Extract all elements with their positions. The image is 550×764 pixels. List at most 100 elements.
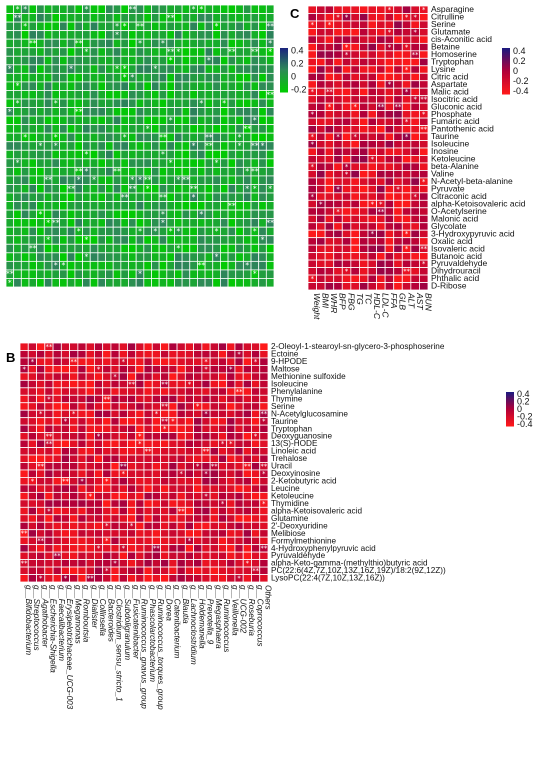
heatmap-b-cell: [52, 454, 62, 463]
heatmap-a-cell: [105, 218, 114, 228]
heatmap-b-cell: [27, 432, 37, 441]
heatmap-c-cell: [316, 177, 326, 186]
heatmap-a-cell: [5, 30, 15, 40]
heatmap-a-significance-mark: **: [44, 176, 52, 185]
heatmap-c-significance-mark: *: [371, 155, 375, 163]
heatmap-c-cell: [393, 28, 403, 37]
heatmap-b-cell: [226, 514, 236, 523]
heatmap-c-cell: [401, 5, 412, 14]
heatmap-a-cell: [89, 226, 99, 237]
heatmap-a-cell: [166, 30, 175, 40]
heatmap-c-cell: [393, 207, 403, 216]
heatmap-a-cell: [151, 192, 160, 202]
heatmap-a-cell: [43, 260, 53, 271]
heatmap-c-cell: [419, 162, 429, 171]
heatmap-a-cell: [166, 260, 175, 271]
heatmap-a-cell: [59, 4, 68, 14]
heatmap-a-significance-mark: **: [121, 193, 129, 202]
heatmap-a-cell: [166, 64, 175, 74]
heatmap-b-cell: [102, 350, 112, 359]
heatmap-a-cell: [59, 166, 68, 177]
heatmap-a-cell: [189, 226, 198, 237]
heatmap-c-legend-swatch: [502, 90, 510, 93]
heatmap-a-cell: [219, 235, 229, 245]
heatmap-a-cell: [36, 4, 45, 14]
heatmap-c-cell: [316, 110, 326, 119]
heatmap-b-legend-swatch: [506, 420, 514, 422]
heatmap-b-cell: [52, 379, 62, 389]
heatmap-a-cell: [265, 209, 275, 220]
heatmap-a-cell: [151, 30, 160, 40]
heatmap-c-legend-swatch: [502, 59, 510, 62]
heatmap-a-cell: [219, 13, 229, 23]
heatmap-b-cell: [36, 439, 46, 448]
heatmap-c-cell: [359, 259, 369, 268]
heatmap-a-cell: [59, 30, 68, 40]
heatmap-b-cell: [226, 506, 236, 516]
heatmap-b-cell: [85, 521, 95, 531]
heatmap-c-legend-swatch: [502, 62, 510, 65]
heatmap-a-cell: [43, 226, 53, 237]
heatmap-b-cell: [27, 574, 37, 583]
heatmap-b-cell: [102, 462, 112, 471]
heatmap-a-cell: [28, 184, 38, 194]
heatmap-b-cell: [143, 350, 153, 359]
heatmap-b-cell: [251, 350, 261, 359]
heatmap-b-column-label: g__Holdemanella: [197, 585, 206, 649]
heatmap-a-cell: [97, 90, 106, 100]
heatmap-b-cell: [85, 417, 95, 426]
heatmap-b-cell: [201, 417, 211, 426]
heatmap-a-cell: [181, 149, 191, 160]
heatmap-b-cell: [234, 394, 244, 404]
heatmap-b-cell: [69, 365, 79, 374]
heatmap-a-cell: [105, 81, 114, 91]
heatmap-b-cell: [52, 357, 62, 366]
heatmap-b-cell: [168, 350, 178, 359]
heatmap-a-legend-swatch: [280, 72, 288, 74]
heatmap-a-significance-mark: *: [123, 133, 127, 142]
heatmap-b-cell: [176, 394, 186, 404]
heatmap-a-cell: [43, 278, 53, 288]
heatmap-a-cell: [258, 278, 267, 288]
heatmap-b-significance-mark: *: [204, 492, 208, 500]
heatmap-a-cell: [36, 201, 45, 211]
heatmap-a-significance-mark: *: [23, 5, 27, 14]
heatmap-c-cell: [324, 162, 335, 171]
heatmap-a-legend-swatch: [280, 48, 288, 50]
heatmap-a-significance-mark: *: [253, 270, 257, 279]
heatmap-b-cell: [242, 447, 252, 456]
heatmap-a-significance-mark: *: [54, 142, 58, 151]
heatmap-c-cell: [384, 192, 395, 201]
heatmap-b-cell: [226, 462, 236, 471]
heatmap-b-cell: [209, 529, 219, 538]
heatmap-c-cell: [401, 162, 412, 171]
heatmap-b-cell: [60, 394, 70, 404]
heatmap-a-cell: [20, 201, 30, 211]
heatmap-b-cell: [52, 529, 62, 538]
heatmap-c-cell: [410, 267, 420, 276]
heatmap-a-cell: [143, 107, 152, 117]
heatmap-b-cell: [52, 574, 62, 583]
heatmap-a-cell: [235, 107, 244, 117]
heatmap-b-cell: [94, 409, 104, 419]
heatmap-c-cell: [307, 207, 317, 216]
heatmap-c-cell: [401, 110, 412, 119]
heatmap-c-significance-mark: *: [413, 13, 417, 21]
heatmap-c-cell: [350, 28, 360, 37]
heatmap-a-cell: [135, 72, 145, 83]
heatmap-b-cell: [19, 379, 29, 389]
heatmap-c-row-label: Glycolate: [431, 221, 467, 231]
heatmap-a-cell: [97, 98, 106, 108]
heatmap-b-cell: [85, 409, 95, 419]
heatmap-b-cell: [184, 514, 194, 523]
heatmap-b-significance-mark: *: [221, 440, 225, 448]
heatmap-c-cell: [307, 80, 317, 89]
heatmap-a-cell: [219, 55, 229, 66]
heatmap-a-cell: [227, 55, 237, 66]
heatmap-b-cell: [201, 514, 211, 523]
heatmap-a-cell: [166, 201, 175, 211]
heatmap-c-cell: [307, 5, 317, 14]
heatmap-c-cell: [350, 207, 360, 216]
heatmap-c-cell: [384, 110, 395, 119]
heatmap-b-cell: [77, 394, 87, 404]
